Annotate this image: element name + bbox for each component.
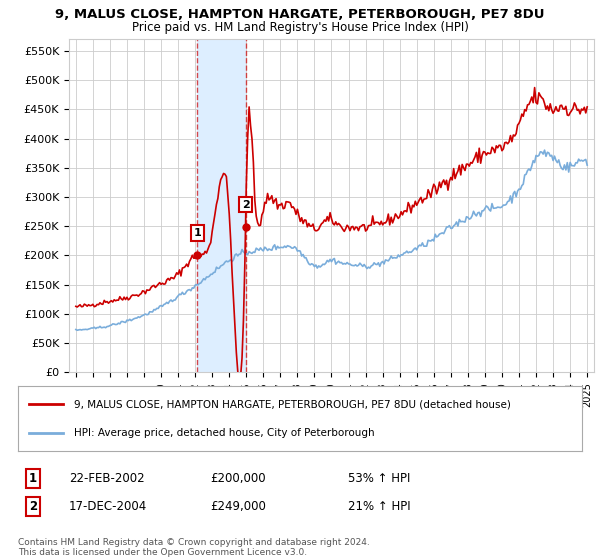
Text: £200,000: £200,000 [210,472,266,486]
Text: 9, MALUS CLOSE, HAMPTON HARGATE, PETERBOROUGH, PE7 8DU (detached house): 9, MALUS CLOSE, HAMPTON HARGATE, PETERBO… [74,399,511,409]
Text: 1: 1 [29,472,37,486]
Text: 1: 1 [193,228,201,238]
Text: Contains HM Land Registry data © Crown copyright and database right 2024.
This d: Contains HM Land Registry data © Crown c… [18,538,370,557]
Text: HPI: Average price, detached house, City of Peterborough: HPI: Average price, detached house, City… [74,428,375,438]
Text: 22-FEB-2002: 22-FEB-2002 [69,472,145,486]
Text: 9, MALUS CLOSE, HAMPTON HARGATE, PETERBOROUGH, PE7 8DU: 9, MALUS CLOSE, HAMPTON HARGATE, PETERBO… [55,8,545,21]
Text: 2: 2 [29,500,37,514]
Text: Price paid vs. HM Land Registry's House Price Index (HPI): Price paid vs. HM Land Registry's House … [131,21,469,34]
Text: 2: 2 [242,199,250,209]
Text: 17-DEC-2004: 17-DEC-2004 [69,500,147,514]
Bar [197,39,245,372]
Text: £249,000: £249,000 [210,500,266,514]
Text: 53% ↑ HPI: 53% ↑ HPI [348,472,410,486]
Text: 21% ↑ HPI: 21% ↑ HPI [348,500,410,514]
